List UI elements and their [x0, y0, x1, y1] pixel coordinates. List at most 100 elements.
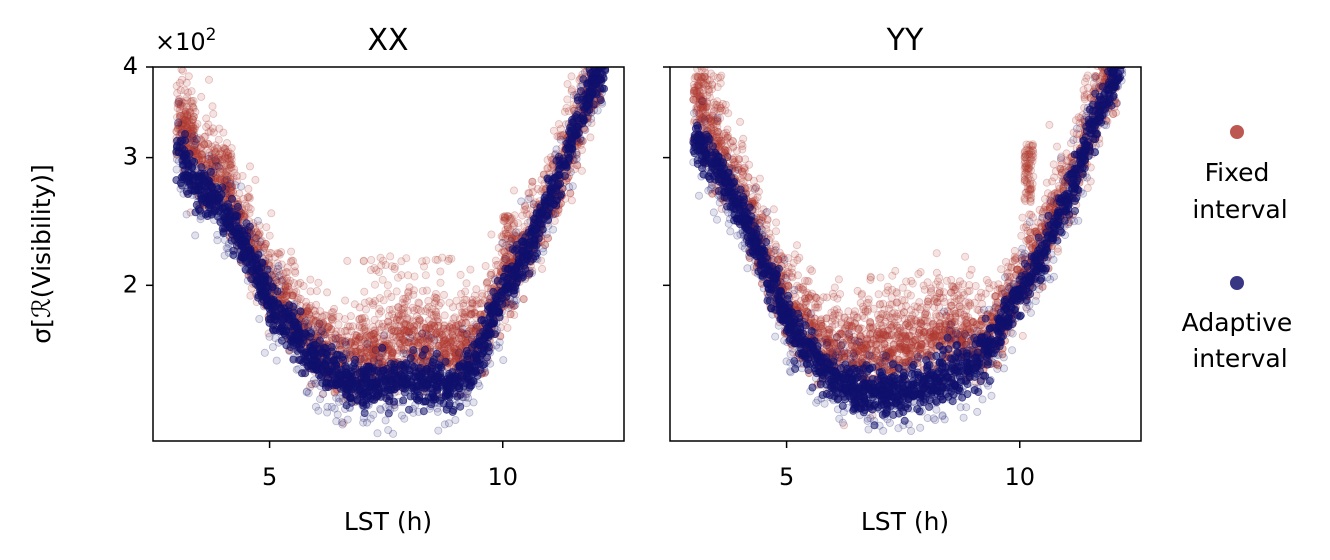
fixed-interval-point [409, 306, 418, 315]
adaptive-interval-point [360, 409, 369, 418]
fixed-interval-point [176, 101, 185, 110]
fixed-interval-point [522, 209, 531, 218]
fixed-interval-point [175, 109, 184, 118]
scatter-points-yy [689, 40, 1127, 435]
adaptive-interval-point [422, 365, 431, 374]
fixed-interval-point [584, 55, 591, 62]
fixed-interval-point [1108, 40, 1115, 47]
adaptive-interval-point [429, 355, 438, 364]
fixed-interval-point [200, 132, 209, 141]
adaptive-interval-point [588, 68, 597, 77]
fixed-interval-point [414, 305, 423, 314]
adaptive-interval-point [565, 183, 574, 192]
fixed-interval-point [450, 313, 459, 322]
fixed-interval-point [499, 230, 508, 239]
adaptive-interval-point [256, 237, 265, 246]
adaptive-interval-point [508, 245, 517, 254]
adaptive-interval-point [553, 196, 562, 205]
adaptive-interval-point [239, 249, 248, 258]
fixed-interval-point [1049, 160, 1058, 169]
fixed-interval-point [216, 165, 225, 174]
fixed-interval-point [590, 59, 597, 66]
adaptive-interval-point [380, 331, 389, 340]
fixed-interval-point [505, 225, 514, 234]
fixed-interval-point [444, 254, 453, 263]
fixed-interval-point [449, 314, 458, 323]
adaptive-interval-point [253, 216, 262, 225]
fixed-interval-point [173, 104, 182, 113]
adaptive-interval-point [518, 271, 527, 280]
fixed-interval-point [191, 122, 200, 131]
adaptive-interval-point [428, 384, 437, 393]
fixed-interval-point [421, 307, 430, 316]
fixed-interval-point [422, 286, 431, 295]
adaptive-interval-point [205, 152, 214, 161]
fixed-interval-point [375, 294, 384, 303]
adaptive-interval-point [399, 396, 408, 405]
fixed-interval-point [377, 323, 386, 332]
fixed-interval-point [388, 332, 397, 341]
fixed-interval-point [177, 75, 186, 84]
adaptive-interval-point [373, 429, 382, 438]
fixed-interval-point [368, 299, 377, 308]
adaptive-interval-point [378, 343, 387, 352]
adaptive-interval-point [532, 249, 541, 258]
adaptive-interval-point [173, 136, 182, 145]
fixed-interval-point [554, 120, 563, 129]
fixed-interval-point [281, 268, 290, 277]
fixed-interval-point [219, 143, 228, 152]
fixed-interval-point [177, 97, 186, 106]
fixed-interval-point [443, 326, 452, 335]
adaptive-interval-point [246, 245, 255, 254]
fixed-interval-point [244, 184, 253, 193]
adaptive-interval-point [509, 289, 518, 298]
fixed-interval-point [189, 103, 198, 112]
adaptive-interval-point [276, 326, 285, 335]
adaptive-interval-point [474, 337, 483, 346]
fixed-interval-point [415, 299, 424, 308]
adaptive-interval-point [587, 114, 596, 123]
adaptive-interval-point [432, 373, 441, 382]
fixed-interval-point [418, 257, 427, 266]
fixed-interval-point [422, 256, 431, 265]
fixed-interval-point [522, 205, 531, 214]
adaptive-interval-point [594, 59, 601, 66]
fixed-interval-point [238, 171, 247, 180]
fixed-interval-point [279, 269, 288, 278]
fixed-interval-point [402, 254, 411, 263]
fixed-interval-point [487, 269, 496, 278]
adaptive-interval-point [366, 414, 375, 423]
fixed-interval-point [577, 166, 586, 175]
fixed-interval-point [526, 193, 535, 202]
fixed-interval-point [227, 159, 236, 168]
fixed-interval-point [273, 249, 282, 258]
fixed-interval-point [431, 297, 440, 306]
fixed-interval-point [393, 273, 402, 282]
fixed-interval-point [244, 193, 253, 202]
fixed-interval-point [436, 298, 445, 307]
adaptive-interval-point [477, 344, 486, 353]
fixed-interval-point [528, 177, 537, 186]
fixed-interval-point [341, 296, 350, 305]
fixed-interval-point [224, 160, 233, 169]
fixed-interval-point [294, 280, 303, 289]
adaptive-interval-point [451, 415, 460, 424]
fixed-interval-point [587, 49, 594, 56]
fixed-interval-point [206, 127, 215, 136]
adaptive-interval-point [233, 231, 242, 240]
adaptive-interval-point [389, 397, 398, 406]
fixed-interval-point [189, 96, 198, 105]
adaptive-interval-point [399, 361, 408, 370]
fixed-interval-point [277, 260, 286, 269]
fixed-interval-point [362, 317, 371, 326]
panel-xx: XX 4 3 2 ×102 5 10 LST (h) σ[ℛ(Visibilit… [27, 23, 625, 536]
fixed-interval-point [184, 72, 193, 81]
fixed-interval-point [355, 335, 364, 344]
fixed-interval-point [435, 341, 444, 350]
fixed-interval-point [390, 264, 399, 273]
fixed-interval-point [496, 323, 505, 332]
adaptive-interval-point [307, 346, 316, 355]
fixed-interval-point [397, 257, 406, 266]
fixed-interval-point [520, 222, 529, 231]
adaptive-interval-point [590, 58, 597, 65]
